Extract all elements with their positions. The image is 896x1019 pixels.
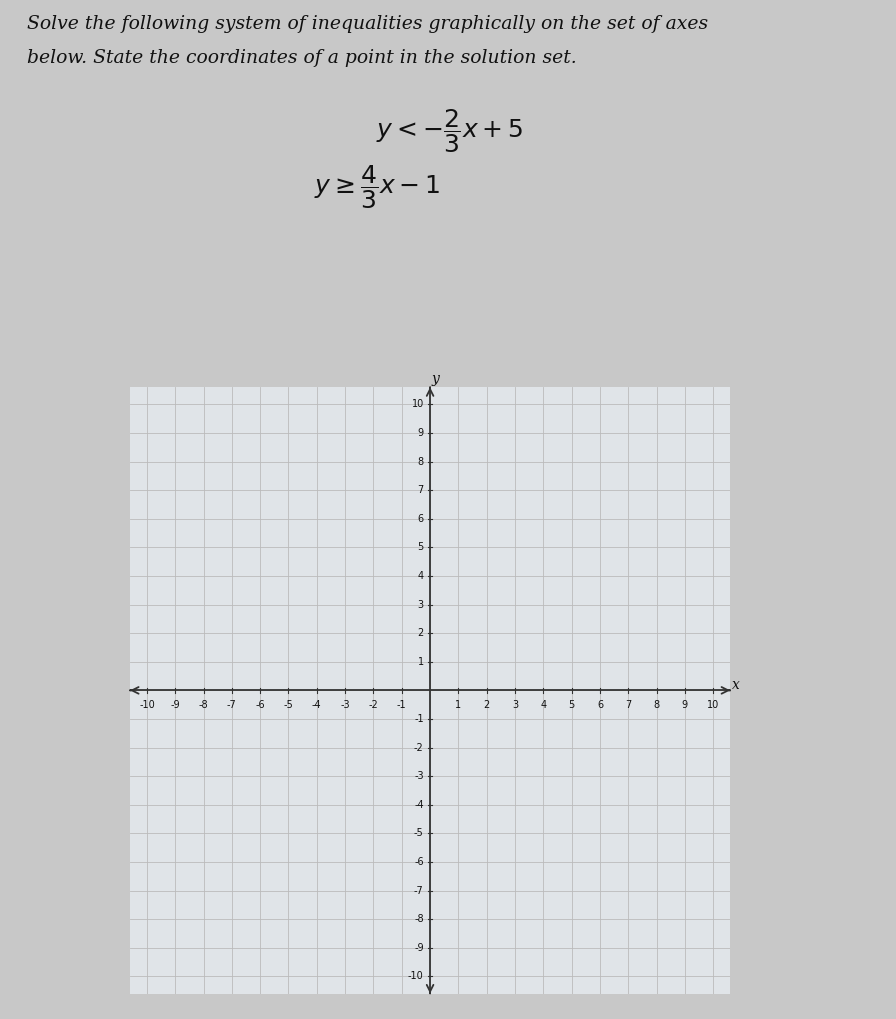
Text: -4: -4 bbox=[312, 700, 322, 709]
Text: 5: 5 bbox=[569, 700, 575, 709]
Text: -1: -1 bbox=[397, 700, 407, 709]
Text: 3: 3 bbox=[512, 700, 518, 709]
Text: -10: -10 bbox=[408, 971, 424, 981]
Text: -5: -5 bbox=[414, 828, 424, 839]
Text: -4: -4 bbox=[414, 800, 424, 810]
Text: -9: -9 bbox=[170, 700, 180, 709]
Text: -1: -1 bbox=[414, 714, 424, 723]
Text: -2: -2 bbox=[414, 743, 424, 753]
Text: 2: 2 bbox=[484, 700, 490, 709]
Text: -3: -3 bbox=[340, 700, 350, 709]
Text: 7: 7 bbox=[418, 485, 424, 495]
Text: 1: 1 bbox=[418, 657, 424, 666]
Text: x: x bbox=[732, 679, 739, 692]
Text: 1: 1 bbox=[455, 700, 461, 709]
Text: -6: -6 bbox=[255, 700, 265, 709]
Text: -8: -8 bbox=[199, 700, 209, 709]
Text: below. State the coordinates of a point in the solution set.: below. State the coordinates of a point … bbox=[27, 49, 577, 67]
Text: -9: -9 bbox=[414, 943, 424, 953]
Text: 7: 7 bbox=[625, 700, 632, 709]
Text: y: y bbox=[431, 372, 439, 386]
Text: 5: 5 bbox=[418, 542, 424, 552]
Text: 10: 10 bbox=[707, 700, 719, 709]
Text: $y < -\dfrac{2}{3}x + 5$: $y < -\dfrac{2}{3}x + 5$ bbox=[376, 107, 523, 155]
Text: 10: 10 bbox=[411, 399, 424, 410]
Text: 8: 8 bbox=[418, 457, 424, 467]
Text: 3: 3 bbox=[418, 599, 424, 609]
Text: 9: 9 bbox=[682, 700, 688, 709]
Text: 8: 8 bbox=[653, 700, 659, 709]
Text: -7: -7 bbox=[227, 700, 237, 709]
Text: Solve the following system of inequalities graphically on the set of axes: Solve the following system of inequaliti… bbox=[27, 15, 708, 34]
Text: -8: -8 bbox=[414, 914, 424, 924]
Text: 9: 9 bbox=[418, 428, 424, 438]
Text: -5: -5 bbox=[284, 700, 293, 709]
Text: -10: -10 bbox=[139, 700, 155, 709]
Text: 4: 4 bbox=[540, 700, 547, 709]
Text: $y \geq \dfrac{4}{3}x - 1$: $y \geq \dfrac{4}{3}x - 1$ bbox=[314, 163, 440, 211]
Text: 4: 4 bbox=[418, 571, 424, 581]
Text: 6: 6 bbox=[597, 700, 603, 709]
Text: -7: -7 bbox=[414, 886, 424, 896]
Text: -6: -6 bbox=[414, 857, 424, 867]
Text: 2: 2 bbox=[418, 628, 424, 638]
Text: -3: -3 bbox=[414, 771, 424, 782]
Text: 6: 6 bbox=[418, 514, 424, 524]
Text: -2: -2 bbox=[368, 700, 378, 709]
